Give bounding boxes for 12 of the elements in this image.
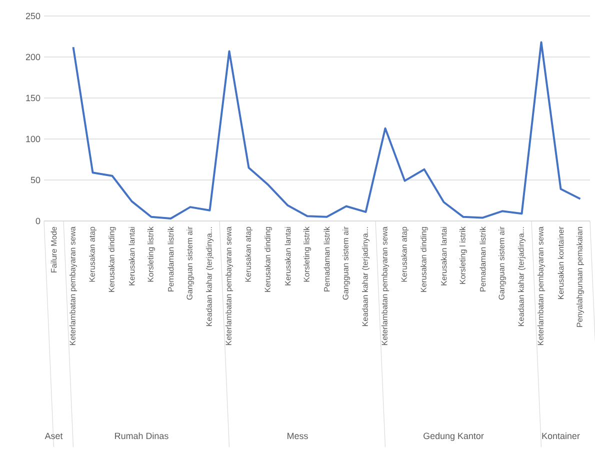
y-tick-label: 150 xyxy=(26,94,40,102)
text: Mess xyxy=(288,432,308,440)
y-tick-label: 50 xyxy=(30,176,40,184)
y-tick-label: 250 xyxy=(26,12,40,20)
y-tick-label: 0 xyxy=(36,218,40,224)
text: Gedung Kantor xyxy=(424,432,484,441)
y-tick-label: 100 xyxy=(26,136,40,142)
text: Kontainer xyxy=(542,432,580,440)
text: Rumah Dinas xyxy=(115,432,168,440)
y-tick-label: 200 xyxy=(26,54,40,60)
text: Aset xyxy=(44,432,63,440)
line-series xyxy=(72,41,582,220)
